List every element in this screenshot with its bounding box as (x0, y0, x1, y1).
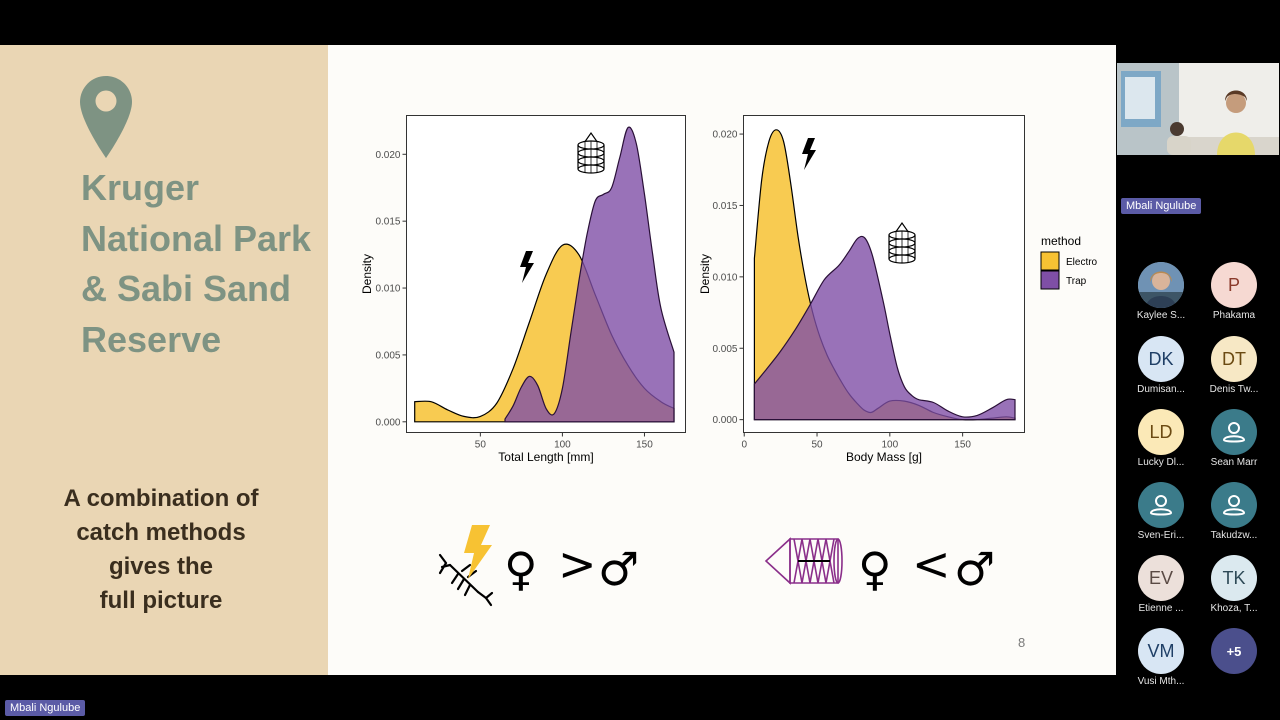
x-tick-label: 150 (954, 440, 971, 451)
participant-name: Etienne ... (1138, 603, 1184, 614)
participant-avatar (1138, 482, 1184, 528)
female-symbol: ♀ (858, 542, 892, 596)
y-axis-title: Density (698, 254, 712, 294)
participant-name: Sean Marr (1210, 457, 1258, 468)
participant-name: Phakama (1212, 310, 1256, 321)
lightning-bolt-icon (464, 525, 492, 579)
participant-name: Khoza, T... (1210, 603, 1258, 614)
user-icon (1222, 422, 1246, 443)
total-length-density-chart: 0.000 0.005 0.010 0.015 0.020 50 100 150 Densit… (360, 115, 686, 464)
x-tick-label: 0 (741, 440, 747, 451)
density-area-trap (753, 235, 1016, 421)
participant-name: Lucky Dl... (1137, 457, 1185, 468)
presentation-slide: Kruger National Park & Sabi Sand Reserve… (0, 45, 1116, 675)
speaker-video-tile[interactable] (1117, 63, 1279, 155)
slide-subtitle: A combination of catch methods gives the… (40, 482, 282, 618)
density-area-trap (504, 126, 675, 423)
participant-tile[interactable]: Sven-Eri... (1126, 482, 1196, 548)
y-tick-label: 0.020 (375, 150, 400, 161)
participant-name: Kaylee S... (1136, 310, 1186, 321)
participant-avatar: EV (1138, 555, 1184, 601)
legend-label-electro: Electro (1066, 257, 1098, 268)
participant-tile[interactable]: TK Khoza, T... (1199, 555, 1269, 621)
lightning-bolt-icon (520, 251, 534, 283)
slide-page-number: 8 (1018, 635, 1026, 650)
map-pin-icon (80, 76, 132, 158)
crayfish-icon (438, 553, 494, 607)
participant-avatar: TK (1211, 555, 1257, 601)
y-tick-label: 0.000 (375, 417, 400, 428)
participant-tile[interactable]: Sean Marr (1199, 409, 1269, 475)
participant-tile[interactable]: VM Vusi Mth... (1126, 628, 1196, 694)
y-tick-label: 0.015 (375, 217, 400, 228)
participant-name: Vusi Mth... (1137, 676, 1185, 687)
speaker-name-tag: Mbali Ngulube (1121, 198, 1202, 214)
participant-name: Dumisan... (1137, 384, 1185, 395)
participant-name: Takudzw... (1210, 530, 1258, 541)
body-mass-density-chart: 0.000 0.005 0.010 0.015 0.020 0 50 100 150 Densi… (698, 115, 1025, 464)
participant-photo (1138, 262, 1184, 308)
y-tick-label: 0.010 (375, 284, 400, 295)
participant-tile[interactable]: Kaylee S... (1126, 262, 1196, 328)
slide-left-panel: Kruger National Park & Sabi Sand Reserve… (0, 45, 328, 675)
subtitle-line: full picture (99, 587, 223, 614)
female-symbol: ♀ (504, 542, 538, 596)
greater-than-symbol: > (558, 537, 597, 591)
x-tick-label: 150 (636, 440, 653, 451)
x-tick-label: 50 (475, 440, 487, 451)
electro-comparison: ♀ > ♂ (438, 525, 639, 607)
y-tick-label: 0.010 (712, 272, 737, 283)
less-than-symbol: < (912, 537, 951, 591)
x-tick-label: 50 (811, 440, 823, 451)
y-tick-label: 0.005 (375, 350, 400, 361)
subtitle-line: gives the (108, 553, 214, 580)
chart-legend: method Electro Trap (1040, 234, 1098, 290)
participant-avatar: +5 (1211, 628, 1257, 674)
x-axis-title: Total Length [mm] (498, 450, 593, 464)
participant-avatar (1211, 482, 1257, 528)
participant-tile[interactable]: EV Etienne ... (1126, 555, 1196, 621)
participant-tile[interactable]: DT Denis Tw... (1199, 336, 1269, 402)
y-axis-title: Density (360, 254, 374, 294)
subtitle-line: catch methods (76, 519, 246, 546)
more-participants-button[interactable]: +5 (1199, 628, 1269, 694)
y-tick-label: 0.020 (712, 130, 737, 141)
participant-tile[interactable]: P Phakama (1199, 262, 1269, 328)
participant-name: Denis Tw... (1209, 384, 1259, 395)
participant-tile[interactable]: Takudzw... (1199, 482, 1269, 548)
male-symbol: ♂ (598, 542, 639, 596)
legend-swatch-electro (1040, 251, 1060, 271)
participant-tile[interactable]: DK Dumisan... (1126, 336, 1196, 402)
participant-avatar (1211, 409, 1257, 455)
y-tick-label: 0.005 (712, 344, 737, 355)
participant-avatar: DT (1211, 336, 1257, 382)
slide-title: Kruger National Park & Sabi Sand Reserve (81, 167, 312, 360)
participant-avatar: DK (1138, 336, 1184, 382)
legend-swatch-trap (1040, 270, 1060, 290)
legend-title: method (1041, 234, 1081, 248)
x-axis-title: Body Mass [g] (846, 450, 922, 464)
crayfish-trap-icon (764, 537, 843, 585)
x-tick-label: 100 (881, 440, 898, 451)
male-symbol: ♂ (954, 542, 995, 596)
x-tick-label: 100 (554, 440, 571, 451)
y-tick-label: 0.000 (712, 415, 737, 426)
user-icon (1222, 495, 1246, 516)
y-tick-label: 0.015 (712, 201, 737, 212)
subtitle-line: A combination of (63, 485, 259, 512)
speaker-video-frame (1117, 63, 1279, 155)
lightning-bolt-icon (802, 138, 816, 170)
density-charts: 0.000 0.005 0.010 0.015 0.020 50 100 150 Densit… (360, 115, 1098, 607)
participant-tile[interactable]: LD Lucky Dl... (1126, 409, 1196, 475)
legend-label-trap: Trap (1066, 276, 1087, 287)
participant-avatar: LD (1138, 409, 1184, 455)
participant-avatar: P (1211, 262, 1257, 308)
trap-comparison: ♀ < ♂ (764, 537, 995, 596)
participant-name: Sven-Eri... (1137, 530, 1185, 541)
user-icon (1149, 495, 1173, 516)
participant-avatar: VM (1138, 628, 1184, 674)
presenter-name-tag: Mbali Ngulube (5, 700, 86, 716)
